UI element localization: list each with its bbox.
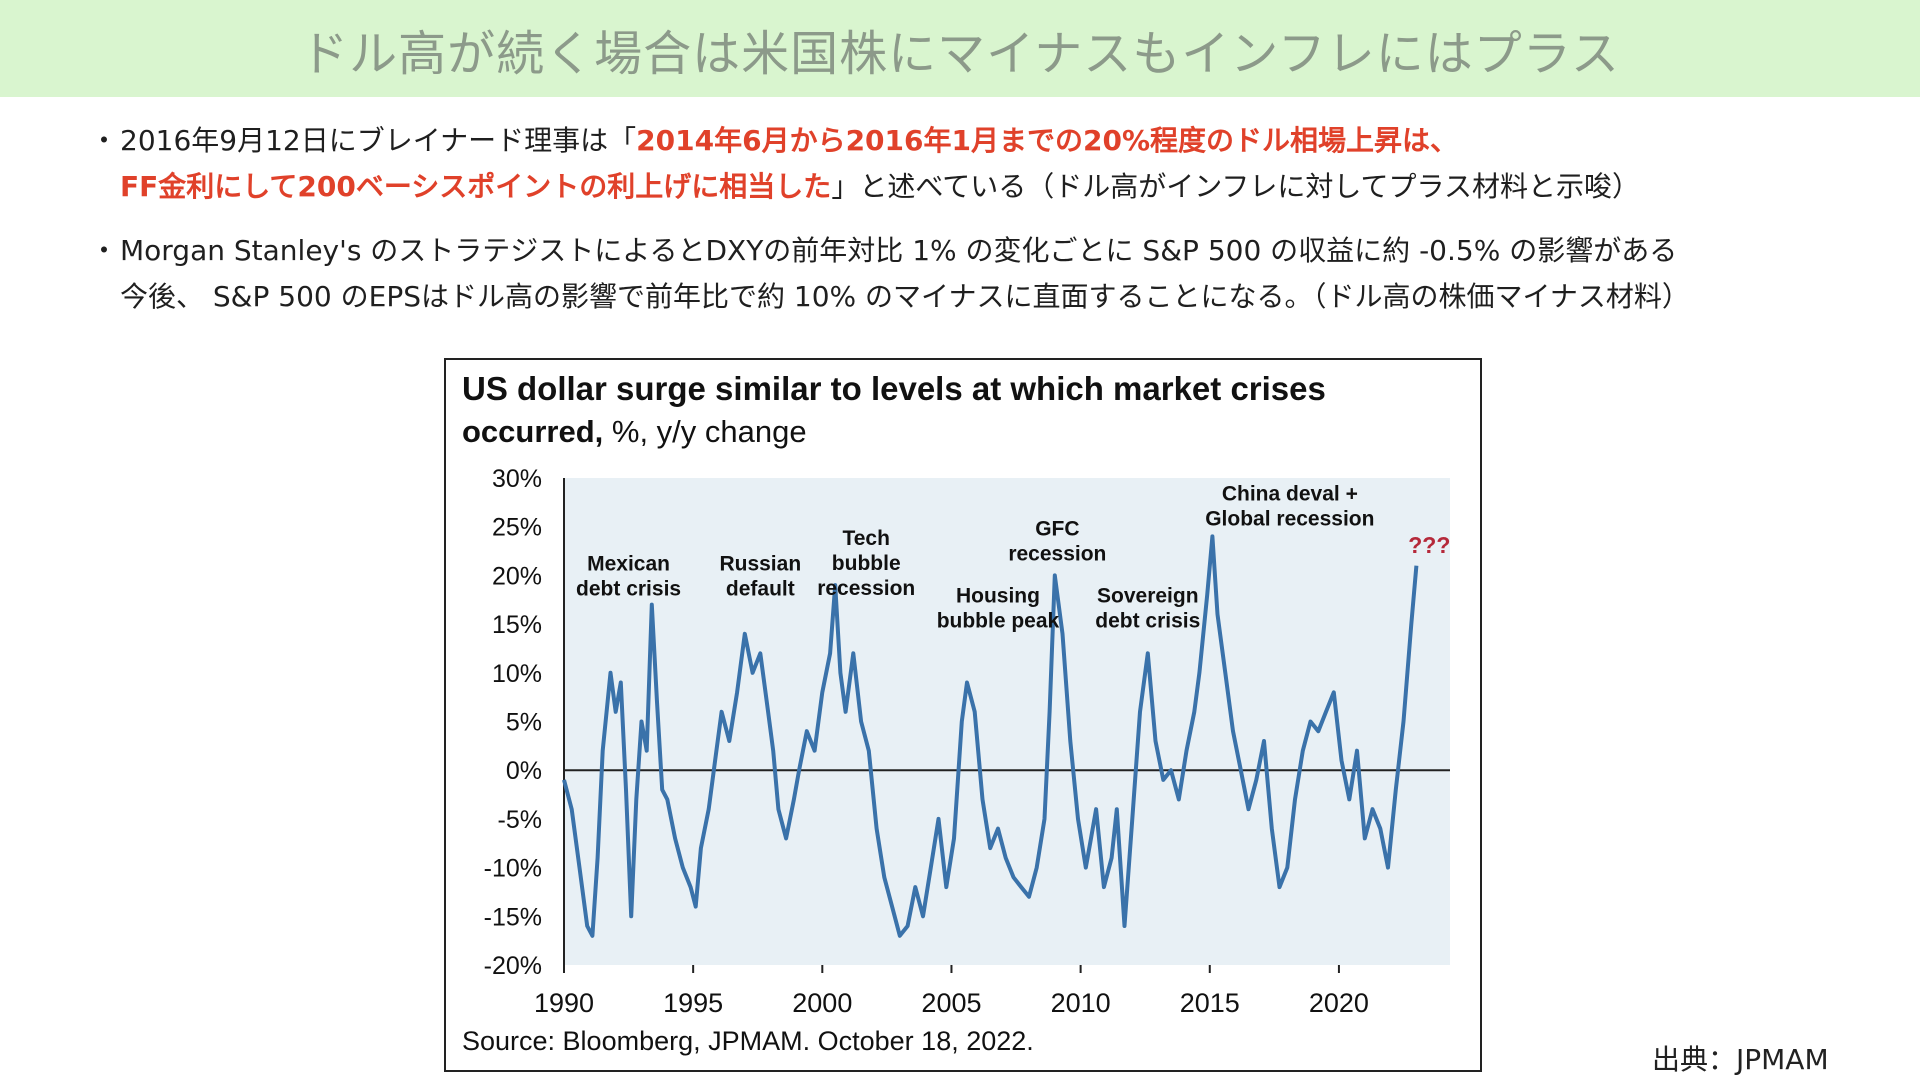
x-tick-label: 2010 [1051,988,1111,1018]
crisis-annotation: Housing bubble peak [937,585,1060,633]
annotation-line: default [726,578,795,601]
y-axis: -20% -15% -10% -5% 0% 5% 10% 15% 20% 25% 30% [484,465,565,980]
dxy-yoy-line [562,534,1419,938]
x-tick-label: 1995 [663,988,723,1018]
chart-subtitle-units: %, y/y change [603,414,806,449]
annotation-line: Sovereign [1097,585,1199,608]
y-tick-label: 0% [506,757,542,785]
question-annotation: ??? [1408,532,1450,558]
crisis-annotation: Russian default [719,553,801,601]
bullet-marker: ・ [90,234,119,267]
annotation-line: Mexican [587,553,670,576]
x-tick-label: 1990 [534,988,594,1018]
y-tick-label: -20% [484,952,542,980]
bullet-text-after: 」と述べている（ドル高がインフレに対してプラス材料と示唆） [831,170,1640,203]
crisis-annotation: Tech bubble recession [817,527,915,600]
x-tick-label: 2020 [1309,988,1369,1018]
annotation-line: ??? [1408,532,1450,558]
chart-frame: US dollar surge similar to levels at whi… [444,358,1482,1072]
annotation-line: bubble peak [937,610,1060,633]
y-tick-label: 30% [492,465,542,493]
annotation-line: bubble [832,552,901,575]
annotation-line: debt crisis [576,578,681,601]
y-tick-label: 25% [492,514,542,542]
bullet-item-morgan-stanley: ・ Morgan Stanley's のストラテジストによるとDXYの前年対比 … [90,228,1890,320]
x-tick-label: 2000 [792,988,852,1018]
bullet-line-1: Morgan Stanley's のストラテジストによるとDXYの前年対比 1%… [120,234,1678,267]
y-tick-label: -15% [484,903,542,931]
chart-subtitle-bold: occurred, [462,414,603,449]
crisis-annotation: GFC recession [1008,517,1106,565]
y-tick-label: 20% [492,562,542,590]
annotation-line: China deval + [1222,482,1358,505]
x-tick-label: 2015 [1180,988,1240,1018]
dollar-yoy-chart: US dollar surge similar to levels at whi… [462,370,1450,1056]
bullet-text-before: 2016年9月12日にブレイナード理事は「 [120,124,637,157]
slide-title: ドル高が続く場合は米国株にマイナスもインフレにはプラス [300,25,1620,82]
source-credit: 出典：JPMAM [1652,1043,1829,1076]
plot-area [564,478,1450,965]
annotation-line: GFC [1035,517,1079,540]
chart-title: US dollar surge similar to levels at whi… [462,370,1326,407]
annotation-line: Housing [956,585,1040,608]
x-axis: 1990 1995 2000 2005 2010 2015 2020 [534,965,1369,1018]
annotation-line: Russian [719,553,801,576]
bullet-item-brainard: ・ 2016年9月12日にブレイナード理事は「2014年6月から2016年1月ま… [90,118,1890,210]
y-tick-label: -10% [484,855,542,883]
crisis-annotation: Sovereign debt crisis [1095,585,1200,633]
annotation-line: Tech [842,527,889,550]
y-tick-label: -5% [498,806,542,834]
annotation-line: debt crisis [1095,610,1200,633]
annotation-line: recession [817,577,915,600]
bullet-list: ・ 2016年9月12日にブレイナード理事は「2014年6月から2016年1月ま… [90,118,1890,338]
title-banner: ドル高が続く場合は米国株にマイナスもインフレにはプラス [0,0,1920,97]
chart-subtitle: occurred, %, y/y change [462,414,807,449]
y-tick-label: 5% [506,709,542,737]
y-tick-label: 15% [492,611,542,639]
annotation-line: Global recession [1205,507,1374,530]
chart-source: Source: Bloomberg, JPMAM. October 18, 20… [462,1026,1034,1056]
x-tick-label: 2005 [921,988,981,1018]
y-tick-label: 10% [492,660,542,688]
bullet-marker: ・ [90,124,119,157]
bullet-highlight-1: 2014年6月から2016年1月までの20%程度のドル相場上昇は、 [636,124,1459,157]
crisis-annotation: Mexican debt crisis [576,553,681,601]
crisis-annotation: China deval + Global recession [1205,482,1374,530]
bullet-line-2: 今後、 S&P 500 のEPSはドル高の影響で前年比で約 10% のマイナスに… [120,280,1690,313]
bullet-highlight-2: FF金利にして200ベーシスポイントの利上げに相当した [120,170,832,203]
annotation-line: recession [1008,542,1106,565]
